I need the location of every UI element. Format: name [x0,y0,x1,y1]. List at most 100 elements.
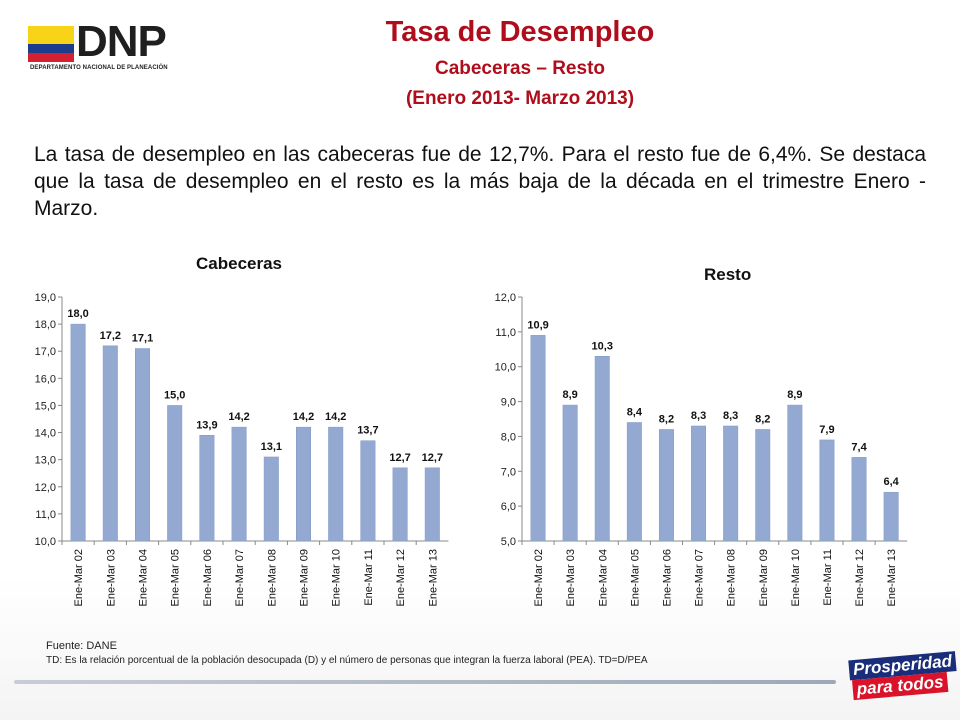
y-tick-label: 10,0 [495,362,516,374]
x-tick-label: Ene-Mar 02 [73,549,85,606]
x-tick-label: Ene-Mar 05 [170,549,182,606]
data-label: 18,0 [67,308,88,320]
bar [691,425,707,542]
bar [787,404,803,542]
data-label: 10,9 [527,319,548,331]
y-tick-label: 19,0 [35,292,56,304]
y-tick-label: 8,0 [501,431,516,443]
y-tick-label: 12,0 [35,482,56,494]
bar [723,425,739,542]
x-tick-label: Ene-Mar 09 [758,549,770,606]
y-tick-label: 6,0 [501,501,516,513]
bar [199,435,215,542]
bar [328,426,344,542]
bar [263,456,279,542]
page-period: (Enero 2013- Marzo 2013) [405,88,635,109]
page-title: Tasa de Desempleo [385,16,655,48]
data-label: 8,3 [691,410,706,422]
bar [296,426,311,542]
y-tick-label: 10,0 [35,536,56,548]
data-label: 8,2 [755,413,770,425]
bar [626,422,642,542]
footer-divider [14,680,836,684]
bar [562,404,578,542]
data-label: 14,2 [325,411,346,423]
data-label: 12,7 [389,452,410,464]
x-tick-label: Ene-Mar 13 [427,549,439,606]
bar [658,429,674,542]
y-tick-label: 12,0 [495,292,516,304]
x-tick-label: Ene-Mar 04 [138,549,150,606]
data-label: 17,1 [132,333,153,345]
bar [755,429,771,542]
x-tick-label: Ene-Mar 03 [565,549,577,606]
y-tick-label: 9,0 [501,397,516,409]
x-tick-label: Ene-Mar 05 [629,549,641,606]
data-label: 10,3 [592,340,613,352]
x-tick-label: Ene-Mar 03 [105,549,117,606]
data-label: 8,9 [787,389,802,401]
y-tick-label: 16,0 [35,373,56,385]
x-tick-label: Ene-Mar 08 [266,549,278,606]
x-tick-label: Ene-Mar 04 [597,549,609,606]
bar [883,491,899,542]
summary-paragraph: La tasa de desempleo en las cabeceras fu… [34,143,926,220]
data-label: 13,7 [357,425,378,437]
data-label: 6,4 [884,476,900,488]
source-note: Fuente: DANE [46,640,117,652]
logo-wordmark: DNP [76,17,167,66]
x-tick-label: Ene-Mar 07 [234,549,246,606]
data-label: 15,0 [164,389,185,401]
prosperidad-logo: Prosperidad para todos [848,651,957,705]
data-label: 7,9 [819,424,834,436]
bar [392,467,408,542]
data-label: 8,9 [563,389,578,401]
y-tick-label: 15,0 [35,400,56,412]
page-subtitle: Cabeceras – Resto [434,58,606,79]
data-label: 8,4 [627,406,643,418]
chart-title-resto: Resto [704,265,752,284]
x-tick-label: Ene-Mar 07 [694,549,706,606]
bar [135,348,150,542]
x-tick-label: Ene-Mar 11 [822,549,834,606]
y-tick-label: 13,0 [35,455,56,467]
y-tick-label: 11,0 [495,327,516,339]
x-tick-label: Ene-Mar 10 [331,549,343,606]
x-tick-label: Ene-Mar 06 [661,549,673,606]
x-tick-label: Ene-Mar 12 [854,549,866,606]
bar [594,356,610,542]
x-tick-label: Ene-Mar 08 [726,549,738,606]
bar [819,439,835,542]
bar [360,440,376,542]
bar-charts: 10,0 11,0 12,0 13,0 14,0 15,0 16,0 17,0 18,0 19,0… [35,292,908,606]
data-label: 8,3 [723,410,738,422]
y-tick-label: 7,0 [501,466,516,478]
y-tick-label: 17,0 [35,346,56,358]
data-label: 13,1 [261,441,282,453]
x-tick-label: Ene-Mar 12 [395,549,407,606]
bar [102,345,118,542]
x-tick-label: Ene-Mar 10 [790,549,802,606]
x-tick-label: Ene-Mar 06 [202,549,214,606]
x-tick-label: Ene-Mar 02 [533,549,545,606]
y-tick-label: 5,0 [501,536,516,548]
data-label: 14,2 [228,411,249,423]
data-label: 14,2 [293,411,314,423]
dnp-logo: DNP DEPARTAMENTO NACIONAL DE PLANEACIÓN [28,17,188,71]
y-tick-label: 14,0 [35,428,56,440]
colombia-flag-icon [28,26,74,62]
x-tick-label: Ene-Mar 11 [363,549,375,606]
data-label: 13,9 [196,419,217,431]
data-label: 8,2 [659,413,674,425]
x-tick-label: Ene-Mar 13 [886,549,898,606]
bar [167,405,183,542]
bar [424,467,440,542]
bar [70,323,86,542]
bar [231,426,247,542]
chart-title-cabeceras: Cabeceras [196,254,283,273]
data-label: 7,4 [851,441,867,453]
bar [530,335,546,542]
x-tick-label: Ene-Mar 09 [299,549,311,606]
y-tick-label: 11,0 [35,509,56,521]
data-label: 12,7 [422,452,443,464]
